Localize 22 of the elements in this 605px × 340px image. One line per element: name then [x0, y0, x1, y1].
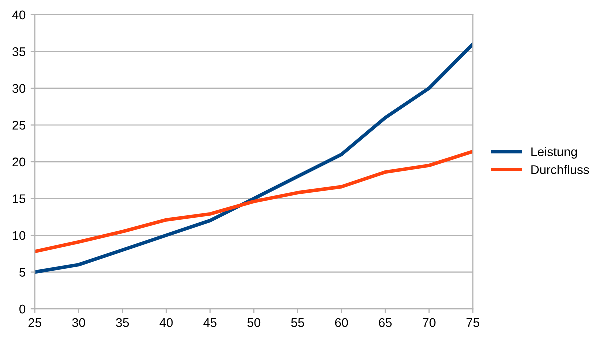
- x-tick-label: 50: [248, 318, 261, 328]
- y-tick-label: 10: [13, 231, 26, 240]
- legend-label: Leistung: [532, 147, 578, 159]
- x-tick-label: 70: [422, 318, 436, 328]
- y-tick-label: 5: [20, 268, 26, 277]
- y-tick-label: 0: [20, 304, 26, 314]
- x-tick-label: 65: [379, 318, 392, 328]
- y-tick-label: 20: [12, 158, 26, 167]
- y-tick-label: 30: [12, 84, 26, 94]
- x-tick-label: 40: [160, 318, 173, 328]
- x-tick-label: 45: [204, 318, 217, 328]
- y-tick-label: 35: [12, 48, 26, 56]
- x-tick-label: 60: [335, 318, 348, 328]
- y-tick-label: 40: [12, 10, 26, 20]
- legend-label: Durchfluss: [532, 165, 590, 174]
- y-tick-label: 15: [13, 194, 26, 204]
- x-tick-label: 35: [116, 318, 130, 328]
- x-tick-label: 30: [72, 318, 86, 328]
- x-tick-label: 55: [291, 318, 304, 328]
- x-tick-label: 25: [28, 318, 42, 328]
- x-tick-label: 75: [466, 318, 480, 328]
- y-tick-label: 25: [12, 121, 26, 130]
